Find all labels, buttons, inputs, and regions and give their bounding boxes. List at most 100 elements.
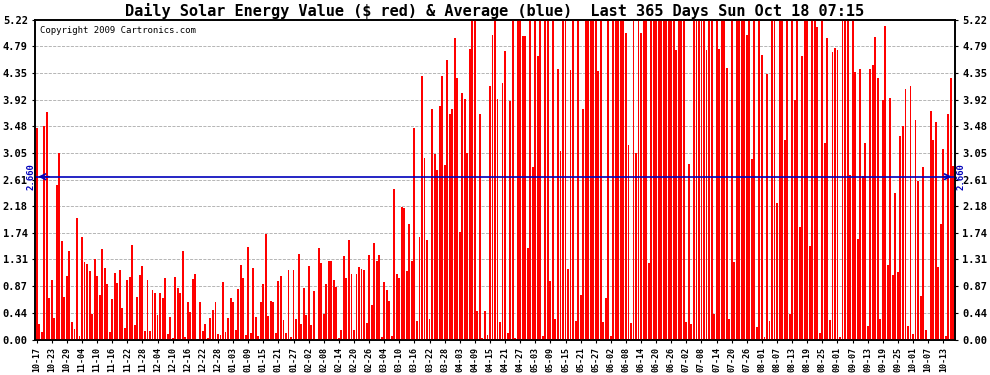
Bar (144, 331, 146, 340)
Bar (398, 278, 400, 340)
Bar (240, 265, 242, 340)
Bar (293, 270, 294, 340)
Bar (254, 317, 256, 340)
Bar (275, 333, 277, 340)
Bar (527, 249, 529, 340)
Bar (341, 330, 343, 340)
Bar (429, 319, 431, 340)
Bar (381, 337, 382, 340)
Bar (731, 20, 733, 340)
Bar (259, 302, 261, 340)
Bar (726, 68, 728, 340)
Bar (212, 310, 214, 340)
Bar (484, 311, 486, 340)
Bar (63, 297, 65, 340)
Bar (182, 251, 184, 340)
Bar (935, 122, 937, 340)
Bar (114, 273, 116, 340)
Bar (290, 336, 292, 340)
Bar (393, 189, 395, 340)
Bar (388, 300, 390, 340)
Bar (569, 70, 571, 340)
Bar (595, 20, 597, 340)
Bar (641, 33, 642, 340)
Bar (618, 20, 620, 340)
Bar (383, 282, 385, 340)
Bar (781, 20, 783, 340)
Bar (55, 185, 57, 340)
Bar (856, 238, 858, 340)
Bar (58, 153, 60, 340)
Bar (540, 20, 542, 340)
Bar (104, 268, 106, 340)
Bar (401, 207, 403, 340)
Bar (814, 20, 816, 340)
Bar (844, 20, 846, 340)
Bar (662, 20, 664, 340)
Bar (199, 302, 201, 340)
Bar (313, 291, 315, 340)
Bar (915, 120, 917, 340)
Bar (489, 86, 491, 340)
Bar (391, 336, 393, 340)
Bar (156, 315, 158, 340)
Bar (729, 320, 731, 340)
Bar (207, 338, 209, 340)
Bar (363, 270, 365, 340)
Bar (900, 136, 901, 340)
Bar (514, 338, 516, 340)
Bar (696, 20, 697, 340)
Bar (456, 78, 458, 340)
Bar (127, 280, 129, 340)
Bar (134, 325, 136, 340)
Bar (827, 38, 829, 340)
Bar (469, 50, 471, 340)
Bar (703, 20, 705, 340)
Bar (748, 20, 750, 340)
Bar (608, 20, 609, 340)
Bar (789, 314, 791, 340)
Bar (154, 293, 156, 340)
Bar (350, 274, 352, 340)
Bar (509, 100, 511, 340)
Bar (668, 20, 669, 340)
Bar (189, 312, 191, 340)
Bar (421, 76, 423, 340)
Bar (736, 20, 738, 340)
Bar (137, 297, 139, 340)
Bar (829, 320, 831, 340)
Bar (925, 330, 927, 340)
Bar (861, 176, 863, 340)
Bar (355, 273, 357, 340)
Bar (437, 170, 438, 340)
Bar (592, 20, 594, 340)
Bar (635, 153, 637, 340)
Bar (645, 20, 647, 340)
Bar (375, 261, 377, 340)
Bar (49, 298, 50, 340)
Bar (346, 278, 347, 340)
Bar (778, 20, 780, 340)
Bar (713, 314, 715, 340)
Bar (897, 272, 899, 340)
Text: 2.660: 2.660 (27, 163, 36, 190)
Bar (525, 36, 526, 340)
Bar (343, 256, 345, 340)
Bar (716, 20, 718, 340)
Bar (36, 128, 38, 340)
Bar (448, 114, 450, 340)
Bar (416, 321, 418, 340)
Bar (149, 331, 150, 340)
Bar (832, 52, 834, 340)
Bar (139, 275, 141, 340)
Bar (147, 280, 148, 340)
Bar (902, 126, 904, 340)
Bar (262, 284, 264, 340)
Bar (580, 296, 581, 340)
Bar (426, 240, 428, 340)
Bar (474, 20, 476, 340)
Bar (76, 217, 78, 340)
Bar (287, 270, 289, 340)
Bar (333, 280, 335, 340)
Bar (542, 336, 544, 340)
